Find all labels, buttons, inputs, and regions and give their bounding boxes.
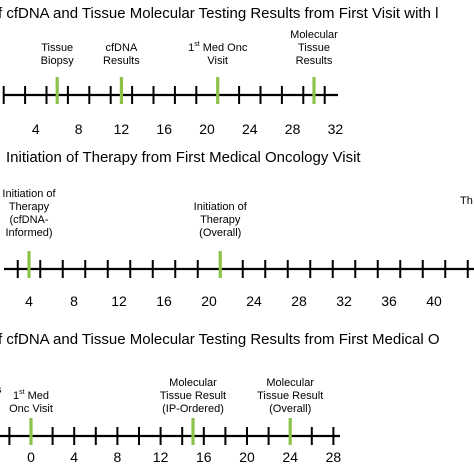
event-label-line: (IP-Ordered) xyxy=(162,403,224,415)
tick-label: 24 xyxy=(282,449,298,465)
event-label-line: Tissue xyxy=(41,42,73,54)
event-label-line: (Overall) xyxy=(269,403,311,415)
event-label-line: (Overall) xyxy=(199,227,241,239)
event-label-line: Initiation of xyxy=(194,201,248,213)
tick-label: 8 xyxy=(114,449,122,465)
event-label-line: Tissue Result xyxy=(257,390,323,402)
tick-label: 20 xyxy=(199,121,215,137)
panel-1-tick-labels: 4 8 12 16 20 24 28 32 xyxy=(32,121,343,137)
panel-1: f cfDNA and Tissue Molecular Testing Res… xyxy=(0,5,438,137)
tick-label: 24 xyxy=(242,121,258,137)
tick-label: 4 xyxy=(25,293,33,309)
event-label-line: Molecular xyxy=(266,377,314,389)
tick-label: 32 xyxy=(336,293,352,309)
tick-label: 12 xyxy=(111,293,127,309)
tick-label: 8 xyxy=(70,293,78,309)
tick-label: 28 xyxy=(326,449,342,465)
panel-2-axis xyxy=(4,260,474,278)
tick-label: 16 xyxy=(196,449,212,465)
event-label-line: Biopsy xyxy=(41,55,75,67)
event-label-line: Therapy xyxy=(9,201,50,213)
event-label-line: Informed) xyxy=(5,227,52,239)
event-label-line: Results xyxy=(296,55,333,67)
tick-label: 24 xyxy=(246,293,262,309)
tick-label: 4 xyxy=(32,121,40,137)
tick-label: 28 xyxy=(285,121,301,137)
event-label-line: Tissue Result xyxy=(160,390,226,402)
tick-label: 36 xyxy=(381,293,397,309)
event-label-line: Tissue xyxy=(298,42,330,54)
event-label-line: (cfDNA- xyxy=(9,214,48,226)
panel-3-axis xyxy=(0,427,340,445)
panel-2-tick-labels: 4812162024283236404 xyxy=(25,293,442,309)
tick-label: 40 xyxy=(426,293,442,309)
tick-label: 20 xyxy=(201,293,217,309)
tick-label: 20 xyxy=(239,449,255,465)
panel-3: f cfDNA and Tissue Molecular Testing Res… xyxy=(0,331,440,465)
panel-2: Initiation of Therapy from First Medical… xyxy=(2,149,474,309)
tick-label: 12 xyxy=(153,449,169,465)
tick-label: 8 xyxy=(75,121,83,137)
event-label-line: Results xyxy=(103,55,140,67)
tick-label: 16 xyxy=(156,293,172,309)
event-label-line: 1st Med xyxy=(13,389,49,402)
tick-label: 28 xyxy=(291,293,307,309)
panel-3-title: f cfDNA and Tissue Molecular Testing Res… xyxy=(0,331,440,348)
tick-label: 16 xyxy=(156,121,172,137)
panel-1-title: f cfDNA and Tissue Molecular Testing Res… xyxy=(0,5,438,22)
tick-label: 0 xyxy=(27,449,35,465)
event-label-line: Molecular xyxy=(169,377,217,389)
event-label-line: 1st Med Onc xyxy=(188,41,248,54)
panel-3-left-edge-text: s xyxy=(0,384,2,396)
event-label-line: Molecular xyxy=(290,29,338,41)
event-label-line: Initiation of xyxy=(2,188,56,200)
panel-2-right-edge-text: Th xyxy=(460,195,473,207)
tick-label: 4 xyxy=(70,449,78,465)
event-label-line: Therapy xyxy=(200,214,241,226)
tick-label: 12 xyxy=(114,121,130,137)
tick-label: 32 xyxy=(328,121,344,137)
panel-3-tick-labels: 0 4 8 12 16 20 24 28 xyxy=(27,449,341,465)
event-label-line: Onc Visit xyxy=(9,403,53,415)
panel-2-events: Initiation ofTherapy(cfDNA-Informed)Init… xyxy=(2,188,248,278)
event-label-line: cfDNA xyxy=(106,42,138,54)
event-label-line: Visit xyxy=(207,55,228,67)
panel-2-title: Initiation of Therapy from First Medical… xyxy=(6,149,361,166)
panel-1-axis xyxy=(2,86,338,104)
